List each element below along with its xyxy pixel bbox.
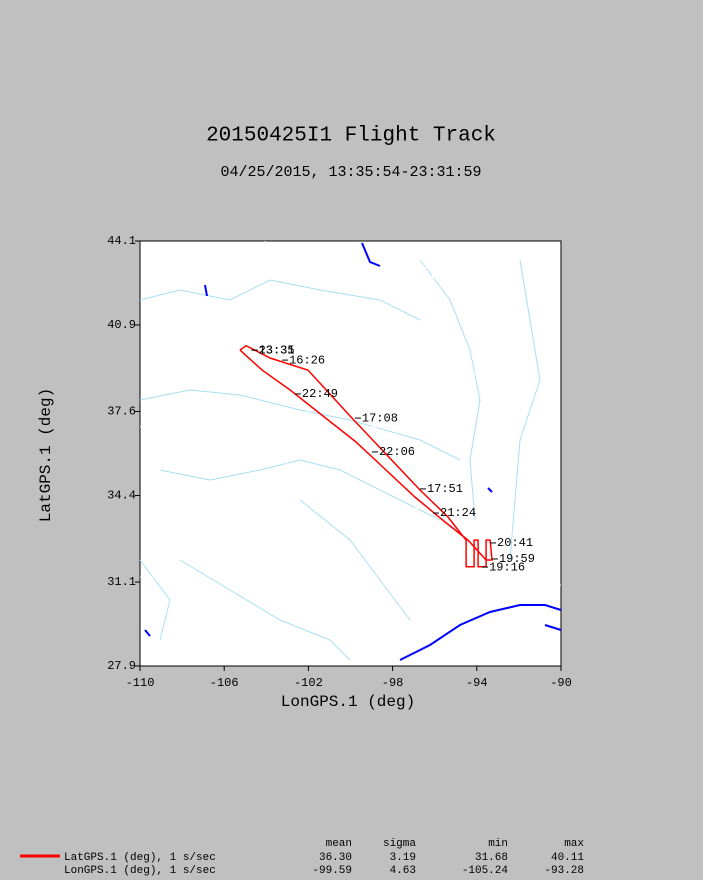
- annotation: 20:41: [497, 536, 533, 550]
- annotation: 22:49: [302, 387, 338, 401]
- river: [509, 259, 541, 561]
- chart-subtitle: 04/25/2015, 13:35:54-23:31:59: [220, 164, 481, 181]
- stats-value: -105.24: [462, 865, 509, 877]
- stats-value: -93.28: [544, 865, 584, 877]
- river: [139, 279, 421, 321]
- y-tick-label: 44.1: [107, 234, 136, 248]
- stats-row-name: LatGPS.1 (deg), 1 s/sec: [64, 852, 216, 864]
- flight-track: [239, 344, 493, 568]
- annotation: 17:08: [362, 411, 398, 425]
- annotation: 17:51: [427, 482, 463, 496]
- water: [144, 242, 562, 661]
- stats-value: 31.68: [475, 852, 508, 864]
- x-tick-label: -90: [550, 676, 572, 690]
- x-tick-label: -106: [210, 676, 239, 690]
- stats-header: min: [488, 838, 508, 850]
- river: [139, 559, 171, 641]
- annotation: 19:16: [489, 560, 525, 574]
- border: [229, 579, 351, 641]
- river: [139, 389, 461, 461]
- border: [286, 426, 469, 511]
- y-tick-label: 27.9: [107, 659, 136, 673]
- stats-value: 3.19: [390, 852, 416, 864]
- basemap: [139, 241, 562, 661]
- river: [159, 459, 441, 521]
- annotation: 19:59: [499, 552, 535, 566]
- stats-value: -99.59: [312, 865, 352, 877]
- lake: [487, 487, 493, 493]
- annotation: 22:06: [379, 445, 415, 459]
- lake: [204, 284, 208, 297]
- annotation: 23:31: [259, 343, 295, 357]
- stats-value: 4.63: [390, 865, 416, 877]
- stats-row-name: LonGPS.1 (deg), 1 s/sec: [64, 865, 216, 877]
- x-tick-label: -110: [126, 676, 155, 690]
- stats-header: mean: [326, 838, 352, 850]
- border: [462, 359, 511, 533]
- x-tick-label: -94: [466, 676, 488, 690]
- border: [140, 440, 288, 578]
- coast: [399, 604, 562, 661]
- chart-title: 20150425I1 Flight Track: [206, 125, 496, 148]
- x-tick-label: -98: [382, 676, 404, 690]
- x-axis-label: LonGPS.1 (deg): [281, 693, 415, 711]
- y-tick-label: 37.6: [107, 405, 136, 419]
- border: [264, 241, 464, 349]
- y-tick-label: 34.4: [107, 489, 136, 503]
- x-tick-label: -102: [294, 676, 323, 690]
- river: [299, 499, 411, 621]
- stats-value: 40.11: [551, 852, 584, 864]
- stats-header: max: [564, 838, 584, 850]
- coast: [544, 624, 562, 631]
- annotation: 16:26: [289, 353, 325, 367]
- y-axis-label: LatGPS.1 (deg): [37, 388, 55, 522]
- stats-header: sigma: [383, 838, 416, 850]
- state-borders: [140, 241, 561, 641]
- lake: [361, 242, 381, 267]
- annotation: 21:24: [440, 506, 476, 520]
- river: [419, 259, 481, 521]
- y-tick-label: 31.1: [107, 575, 136, 589]
- annotation: 13:35: [259, 343, 295, 357]
- y-tick-label: 40.9: [107, 318, 136, 332]
- border: [467, 499, 561, 586]
- lake: [144, 629, 151, 637]
- river: [179, 559, 351, 661]
- rivers: [139, 259, 541, 661]
- stats-value: 36.30: [319, 852, 352, 864]
